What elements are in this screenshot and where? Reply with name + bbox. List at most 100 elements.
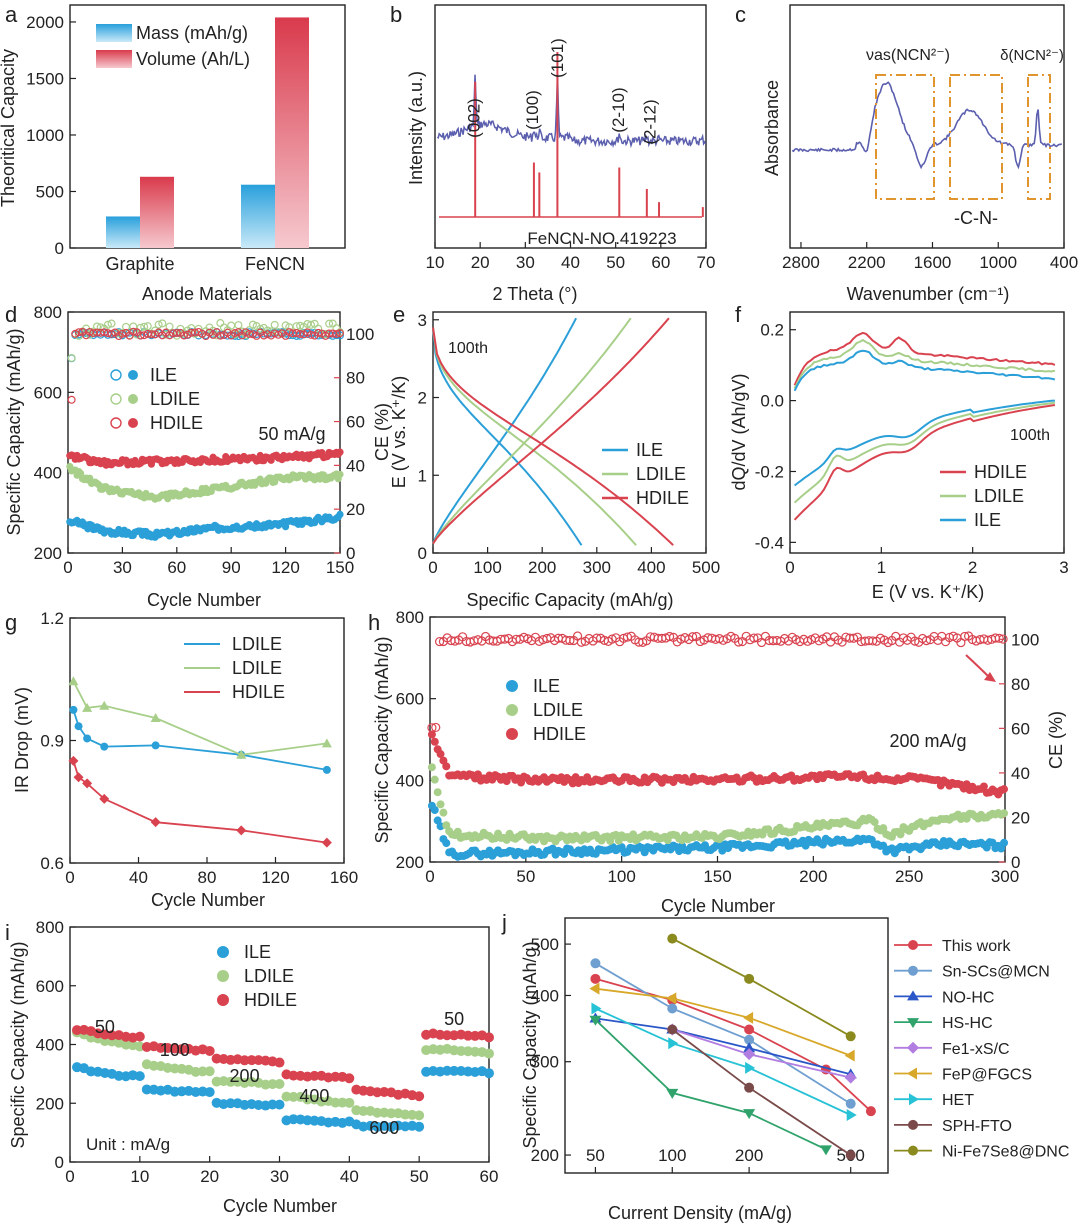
- rate-point: [274, 1099, 285, 1110]
- ce-point: [695, 636, 705, 647]
- y-axis-label: Specific Capacity (mAh/g): [372, 636, 392, 843]
- ce-point: [245, 329, 254, 338]
- panel-f-xtick-label: 3: [1059, 558, 1068, 577]
- data-marker: [844, 1071, 857, 1084]
- legend-label: Fe1-xS/C: [942, 1041, 1010, 1058]
- ir-marker: [82, 778, 93, 789]
- panel-c-xtick-label: 1600: [914, 253, 952, 272]
- legend-label: LDILE: [636, 464, 686, 484]
- series-path: [595, 1017, 851, 1076]
- bar-volume-graphite: [140, 176, 174, 248]
- panel-a-ytick-label: 500: [36, 182, 64, 201]
- panel-d-ytick-label: 200: [34, 544, 62, 563]
- legend-label: Volume (Ah/L): [136, 49, 250, 69]
- ce-point: [565, 635, 575, 646]
- panel-f-xtick-label: 1: [877, 558, 886, 577]
- ce-point: [576, 637, 587, 647]
- rate-point: [71, 1025, 82, 1036]
- panel-e-xtick-label: 300: [583, 558, 611, 577]
- rate-point: [267, 1099, 278, 1110]
- rate-point: [344, 1073, 355, 1084]
- panel-f-ytick-label: -0.4: [755, 533, 784, 552]
- rate-point: [330, 1071, 341, 1082]
- peak-label: (002): [464, 98, 483, 138]
- discharge-curve-ile: [432, 327, 583, 546]
- data-marker: [743, 1109, 756, 1120]
- legend-open-marker: [110, 369, 122, 381]
- capacity-point: [430, 775, 439, 784]
- ce-point: [296, 321, 305, 330]
- panel-a-ytick-label: 0: [55, 239, 64, 258]
- legend-marker: [506, 680, 518, 692]
- rate-point: [246, 1055, 257, 1066]
- ce-point: [67, 395, 76, 404]
- ce-point: [325, 319, 334, 328]
- panel-g-xtick-label: 40: [129, 868, 148, 887]
- unit-note: Unit : mA/g: [86, 1135, 170, 1154]
- panel-d-y2tick-label: 80: [346, 369, 365, 388]
- legend-label: Mass (mAh/g): [136, 23, 248, 43]
- data-marker: [591, 1002, 602, 1015]
- capacity-point: [879, 841, 888, 850]
- data-marker: [844, 1049, 855, 1062]
- y-axis-label: E (V vs. K⁺/K): [389, 376, 409, 489]
- ce-point: [230, 329, 239, 338]
- panel-h-y2tick-label: 0: [1011, 853, 1020, 872]
- data-marker: [666, 992, 677, 1005]
- y-axis-label: Specific Capacity (mAh/g): [8, 941, 28, 1148]
- legend-label: HDILE: [244, 990, 297, 1010]
- reference-label: FeNCN-NO.419223: [527, 229, 676, 248]
- panel-f-xtick-label: 2: [968, 558, 977, 577]
- ce-point: [427, 723, 437, 733]
- charge-curve-ldile: [432, 317, 632, 545]
- panel-a-frame: [69, 4, 346, 249]
- rate-point: [155, 1042, 166, 1053]
- charge-curve-ile: [432, 317, 577, 545]
- discharge-curve-ldile: [432, 327, 637, 546]
- panel-j-xtick-label: 200: [735, 1146, 763, 1165]
- rate-point: [456, 1045, 467, 1056]
- data-marker: [907, 1041, 919, 1054]
- panel-b-xtick-label: 60: [651, 253, 670, 272]
- panel-h-xtick-label: 150: [703, 867, 731, 886]
- ce-point: [216, 319, 225, 328]
- legend-label: Sn-SCs@MCN: [942, 964, 1050, 981]
- panel-i-xtick-label: 40: [340, 1167, 359, 1186]
- ir-marker: [151, 741, 160, 750]
- capacity-point: [427, 763, 436, 772]
- rate-point: [414, 1091, 425, 1102]
- data-marker: [907, 1067, 917, 1080]
- capacity-point: [715, 840, 724, 849]
- ce-point: [281, 321, 290, 330]
- rate-point: [344, 1097, 355, 1108]
- ce-point: [431, 722, 441, 733]
- legend-label: This work: [942, 938, 1011, 955]
- data-marker: [589, 1015, 602, 1026]
- ce-point: [292, 329, 301, 338]
- capacity-point: [870, 818, 879, 827]
- data-marker: [744, 1024, 755, 1035]
- legend-filled-marker: [128, 418, 138, 428]
- capacity-point: [568, 779, 577, 788]
- series-ile: [71, 1062, 494, 1132]
- rate-point: [484, 1032, 494, 1043]
- panel-e-xtick-label: 500: [692, 558, 720, 577]
- data-marker: [743, 1011, 754, 1024]
- ce-point: [336, 331, 345, 340]
- legend-label: SPH-FTO: [942, 1118, 1012, 1135]
- data-marker: [908, 1119, 918, 1130]
- charge-curve-hdile: [432, 317, 670, 545]
- capacity-point: [453, 827, 462, 836]
- panel-c-xtick-label: 1000: [979, 253, 1017, 272]
- rate-point: [484, 1048, 494, 1059]
- capacity-point: [1000, 809, 1009, 818]
- panel-d-ytick-label: 800: [34, 303, 62, 322]
- rate-point: [204, 1045, 215, 1056]
- capacity-point: [442, 762, 451, 771]
- panel-label-f: f: [735, 302, 742, 327]
- ir-line: [72, 760, 328, 844]
- data-marker: [590, 973, 601, 984]
- panel-g-xtick-label: 120: [261, 868, 289, 887]
- rate-point: [204, 1087, 215, 1098]
- data-marker: [908, 940, 918, 950]
